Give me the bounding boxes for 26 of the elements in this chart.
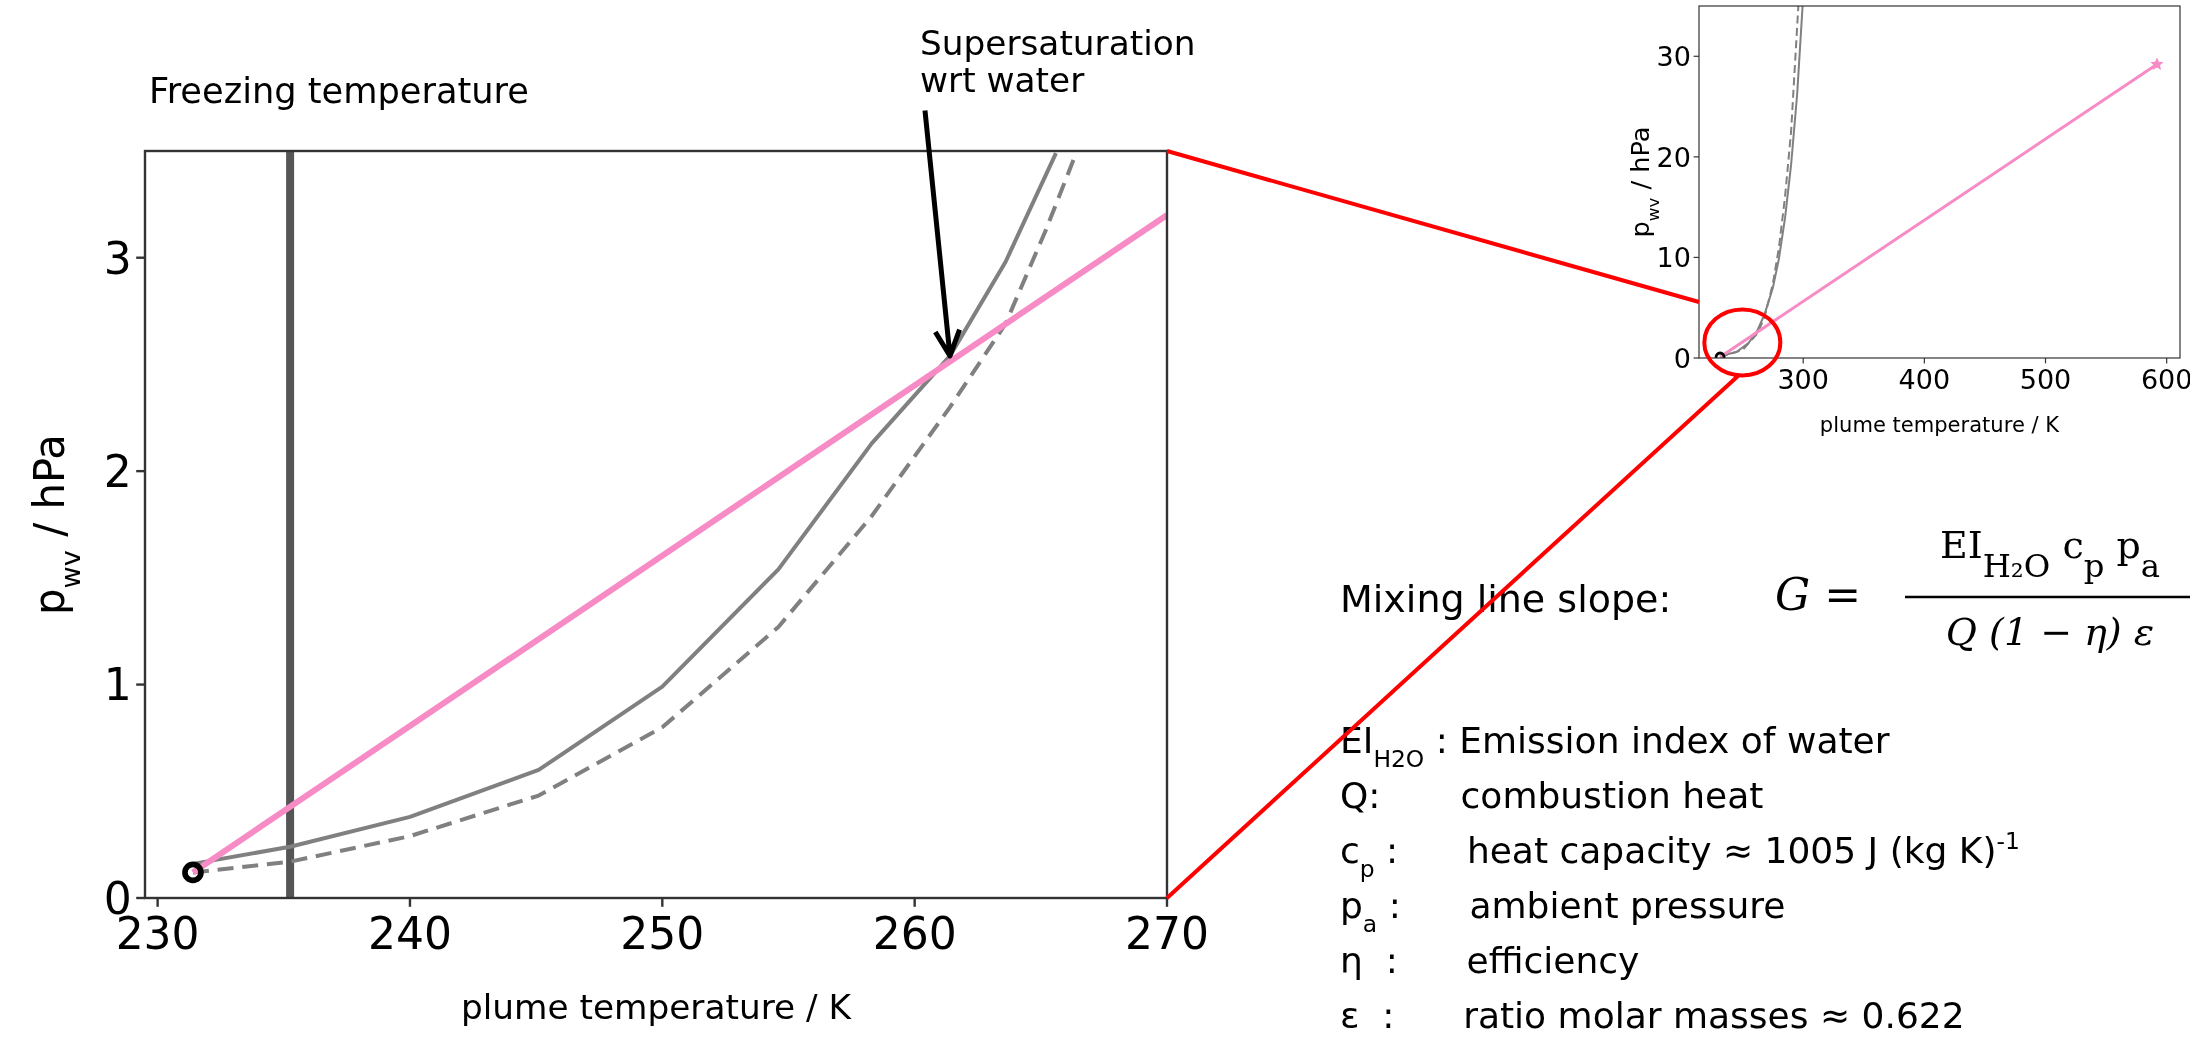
text: ε : ratio molar masses ≈ 0.622 — [1340, 995, 1965, 1036]
text: η : efficiency — [1340, 940, 1640, 981]
annotation: Supersaturation wrt water — [919, 23, 1196, 101]
text: p$_{a}$ : ambient pressure — [1340, 885, 1786, 938]
x-tick-label: 260 — [872, 907, 957, 959]
text: G = — [1775, 569, 1862, 620]
y-tick-label: 10 — [1656, 242, 1691, 274]
text: Q: combustion heat — [1340, 775, 1764, 816]
y-tick-label: 2 — [103, 445, 132, 497]
x-tick-label: 240 — [367, 907, 452, 959]
text: EI$_{H₂O}$ c$_{p}$ p$_{a}$ — [1939, 523, 2161, 585]
text: c$_{p}$ : heat capacity ≈ 1005 J (kg K)$^{-1}$ — [1340, 827, 2020, 883]
y-tick-label: 1 — [103, 659, 132, 711]
x-tick-label: 400 — [1898, 364, 1951, 396]
x-tick-label: 270 — [1125, 907, 1209, 959]
x-tick-label: 300 — [1777, 364, 1829, 396]
x-tick-label: 250 — [620, 907, 705, 959]
y-tick-label: 0 — [1673, 342, 1691, 374]
x-tick-label: 500 — [2019, 364, 2072, 396]
ref-line-label: Freezing temperature — [149, 69, 529, 111]
text: Q (1 − η) ε — [1945, 610, 2155, 654]
x-axis-title: plume temperature / K — [1819, 412, 2061, 438]
y-tick-label: 30 — [1656, 41, 1691, 73]
y-tick-label: 3 — [103, 232, 132, 284]
x-axis-title: plume temperature / K — [460, 987, 853, 1027]
x-tick-label: 600 — [2140, 364, 2193, 396]
